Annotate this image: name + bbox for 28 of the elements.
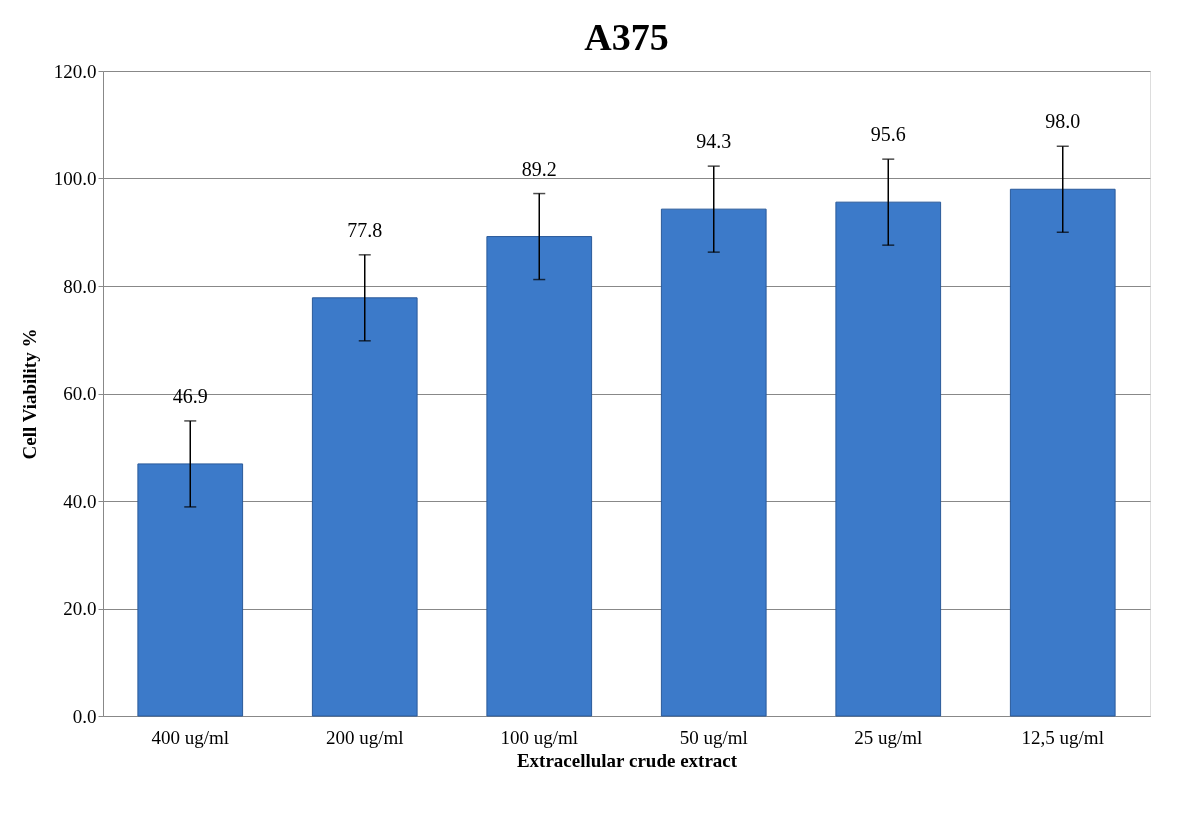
data-label: 95.6 [870,123,906,146]
y-tick-label: 80.0 [63,275,97,297]
y-tick-label: 0.0 [72,705,97,727]
x-tick-label: 12,5 ug/ml [1021,726,1104,748]
chart-title: A375 [584,16,669,58]
y-tick-label: 40.0 [63,490,97,512]
data-label: 89.2 [521,157,557,180]
x-tick-label: 25 ug/ml [854,726,923,748]
bar [835,201,942,717]
x-axis-title: Extracellular crude extract [516,749,738,771]
data-label: 98.0 [1045,110,1081,133]
y-axis-title: Cell Viability % [18,328,40,460]
data-label: 94.3 [696,130,732,153]
y-tick-label: 20.0 [63,598,97,619]
x-tick-label: 100 ug/ml [500,726,579,748]
y-tick-label: 120.0 [53,60,97,82]
y-tick-label: 100.0 [53,168,97,189]
data-label: 46.9 [172,384,208,407]
x-tick-label: 400 ug/ml [151,726,230,748]
bar [137,463,244,717]
data-label: 77.8 [347,218,383,241]
bar [660,208,767,717]
x-tick-label: 200 ug/ml [325,726,404,748]
bar [311,297,418,717]
y-tick-label: 60.0 [63,383,97,404]
x-tick-label: 50 ug/ml [679,726,748,748]
bar [1009,188,1116,717]
bar [486,236,593,717]
